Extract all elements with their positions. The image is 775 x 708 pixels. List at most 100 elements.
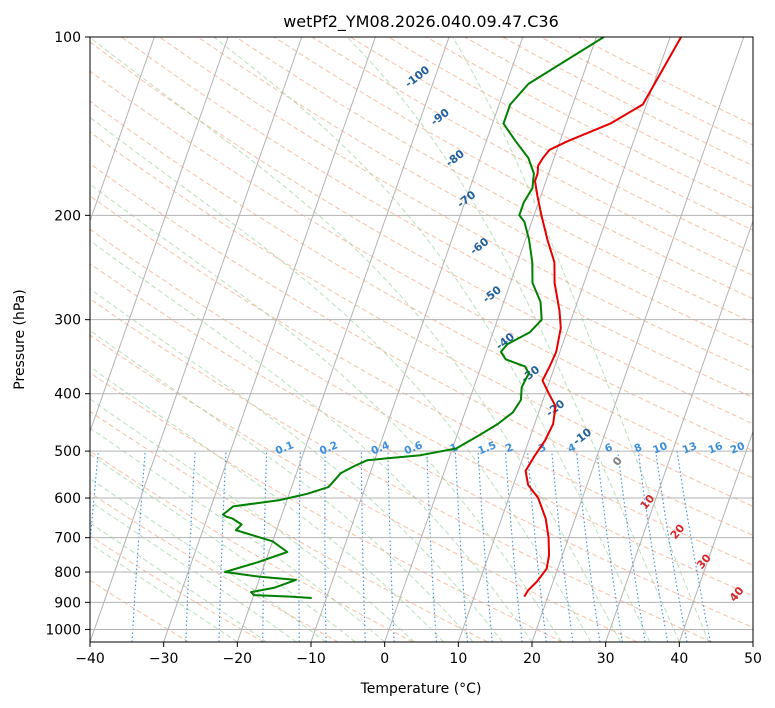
dry-adiabat-line xyxy=(90,579,190,642)
mixing-ratio-line xyxy=(426,451,437,642)
y-tick-label: 200 xyxy=(54,208,81,224)
isotherm-line xyxy=(90,37,155,223)
x-tick-label: −30 xyxy=(149,651,179,667)
mixing-ratio-line xyxy=(637,451,669,642)
moist-adiabat-line xyxy=(90,116,592,642)
profile-lines xyxy=(222,37,682,599)
mixing-ratio-line xyxy=(676,451,711,642)
mixing-ratio-label: 8 xyxy=(633,441,644,455)
isotherm-line xyxy=(310,37,524,642)
isotherm-line xyxy=(678,430,753,642)
dry-adiabat-line xyxy=(90,162,753,536)
dry-adiabat-line xyxy=(90,298,712,642)
chart-title: wetPf2_YM08.2026.040.09.47.C36 xyxy=(283,12,559,32)
x-tick-label: 20 xyxy=(523,651,541,667)
isotherm-line xyxy=(752,640,753,642)
y-tick-label: 1000 xyxy=(45,622,81,638)
x-tick-label: −40 xyxy=(75,651,105,667)
mixing-ratio-line xyxy=(617,451,646,642)
mixing-ratio-label: 4 xyxy=(566,441,577,455)
line-labels: -100-90-80-70-60-50-40-30-20-100.1 0.2 0.4… xyxy=(274,63,747,604)
dry-adiabat-line xyxy=(90,372,563,642)
mixing-ratio-label: 2 xyxy=(504,441,515,455)
mixing-ratio-line xyxy=(596,451,623,642)
dry-adiabat-line xyxy=(90,70,753,452)
dry-adiabat-line xyxy=(121,37,753,399)
x-tick-label: −10 xyxy=(296,651,326,667)
dry-adiabat-line xyxy=(90,535,264,642)
mixing-ratio-line xyxy=(575,451,601,642)
isotherm-line xyxy=(605,219,753,642)
y-axis: 100 200 300 400 500 600 700 800 900 1000 xyxy=(45,30,90,638)
moist-adiabat-line xyxy=(90,183,562,642)
dry-adiabat-line xyxy=(90,450,414,642)
dry-adiabat-line xyxy=(90,100,753,479)
x-tick-label: 40 xyxy=(670,651,688,667)
mixing-ratio-line xyxy=(262,451,268,642)
mixing-ratio-label: 10 xyxy=(651,440,669,457)
mixing-ratio-line xyxy=(526,451,547,642)
background-lines xyxy=(0,37,753,642)
moist-adiabat-line xyxy=(346,37,680,642)
y-tick-label: 300 xyxy=(54,313,81,329)
isotherm-line xyxy=(384,37,597,642)
x-axis: −40 −30 −20 −10 0 10 20 30 40 50 xyxy=(75,642,762,667)
x-tick-label: −20 xyxy=(223,651,253,667)
temperature-profile-line xyxy=(523,37,682,598)
dry-adiabat-line xyxy=(90,410,488,642)
y-tick-label: 500 xyxy=(54,444,81,460)
dry-adiabat-line xyxy=(578,37,753,126)
mixing-ratio-label: 0.2 xyxy=(318,439,340,457)
moist-adiabat-label: 40 xyxy=(727,584,747,604)
moist-adiabat-line xyxy=(90,477,326,642)
isotherm-line xyxy=(0,37,7,642)
dry-adiabat-line xyxy=(197,37,753,348)
mixing-ratio-line xyxy=(90,451,99,550)
moist-adiabat-line xyxy=(90,522,268,642)
dewpoint-profile-line xyxy=(222,37,605,599)
mixing-ratio-line xyxy=(504,451,523,642)
mixing-ratio-label: 3 xyxy=(537,441,548,455)
dry-adiabat-label: -100 xyxy=(402,63,432,90)
moist-adiabat-line xyxy=(90,427,386,642)
dry-adiabat-label: -50 xyxy=(480,283,504,306)
moist-adiabat-line xyxy=(90,329,474,642)
moist-adiabat-line xyxy=(90,288,503,642)
moist-adiabat-label: 10 xyxy=(638,492,658,512)
mixing-ratio-label: 0.1 xyxy=(274,439,296,457)
mixing-ratio-line xyxy=(324,451,327,642)
y-tick-label: 600 xyxy=(54,491,81,507)
y-tick-label: 400 xyxy=(54,387,81,403)
mixing-ratio-line xyxy=(387,451,395,642)
mixing-ratio-line xyxy=(551,451,574,642)
moist-adiabat-line xyxy=(452,37,710,642)
dry-adiabat-line xyxy=(90,228,753,597)
moist-adiabat-line xyxy=(90,366,444,642)
mixing-ratio-label: 20 xyxy=(729,440,747,457)
isotherm-line xyxy=(90,37,229,434)
x-tick-label: 0 xyxy=(380,651,389,667)
y-tick-label: 900 xyxy=(54,595,81,611)
moist-adiabat-line xyxy=(90,500,297,642)
moist-adiabat-label: 30 xyxy=(694,551,714,571)
y-axis-label: Pressure (hPa) xyxy=(12,289,28,389)
x-tick-label: 50 xyxy=(744,651,762,667)
isotherm-line xyxy=(531,37,745,642)
dry-adiabat-line xyxy=(90,263,753,629)
dry-adiabat-line xyxy=(90,334,638,642)
moist-adiabat-label: 0 xyxy=(610,454,625,468)
moist-adiabat-line xyxy=(90,37,621,642)
moist-adiabat-line xyxy=(213,37,651,642)
dry-adiabat-line xyxy=(311,37,753,276)
mixing-ratio-line xyxy=(454,451,469,642)
mixing-ratio-line xyxy=(360,451,366,642)
moist-adiabat-line xyxy=(90,398,415,642)
isotherm-line xyxy=(90,37,303,642)
mixing-ratio-label: 6 xyxy=(603,441,614,455)
x-tick-label: 10 xyxy=(449,651,467,667)
x-tick-label: 30 xyxy=(597,651,615,667)
isotherm-line xyxy=(163,37,376,642)
dry-adiabat-line xyxy=(159,37,753,373)
mixing-ratio-line xyxy=(131,451,146,642)
